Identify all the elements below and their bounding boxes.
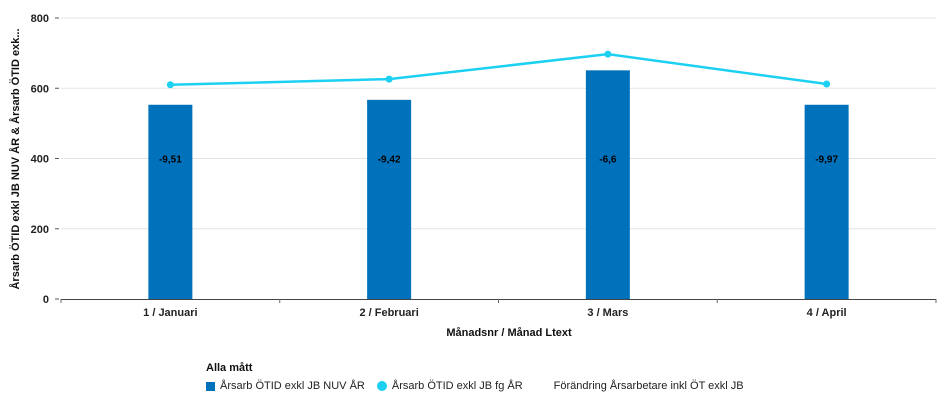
data-label: -9,97 (815, 155, 838, 166)
y-tick-label: 0 (43, 294, 49, 306)
y-tick-label: 800 (31, 13, 49, 25)
bar[interactable] (367, 99, 412, 299)
bar-series (148, 70, 849, 300)
legend-item-fg-ar[interactable]: Årsarb ÖTID exkl JB fg ÅR (376, 380, 523, 392)
data-label: -9,42 (378, 155, 401, 166)
x-tick-label: 1 / Januari (143, 307, 197, 319)
y-tick-label: 600 (31, 83, 49, 95)
legend-row: Årsarb ÖTID exkl JB NUV ÅR Årsarb ÖTID e… (206, 380, 756, 392)
legend-label: Årsarb ÖTID exkl JB NUV ÅR (220, 380, 365, 392)
line-point[interactable] (385, 75, 393, 83)
line-series (166, 50, 831, 89)
x-axis: 1 / Januari 2 / Februari 3 / Mars 4 / April (60, 299, 937, 319)
legend-label: Förändring Årsarbetare inkl ÖT exkl JB (553, 380, 744, 392)
y-tick-label: 200 (31, 224, 49, 236)
data-label: -6,6 (599, 155, 617, 166)
gridlines (61, 17, 936, 230)
square-swatch-icon (206, 381, 215, 391)
line-point[interactable] (823, 80, 831, 88)
legend: Alla mått Årsarb ÖTID exkl JB NUV ÅR Års… (206, 362, 756, 392)
legend-title: Alla mått (206, 362, 253, 374)
x-tick-label: 2 / Februari (359, 307, 418, 319)
x-tick-label: 4 / April (807, 307, 847, 319)
y-axis-ticks: 0 200 400 600 800 (31, 13, 59, 306)
legend-item-nuv-ar[interactable]: Årsarb ÖTID exkl JB NUV ÅR (206, 380, 365, 392)
y-axis-title: Årsarb ÖTID exkl JB NUV ÅR & Årsarb ÖTID… (9, 28, 22, 289)
x-tick-label: 3 / Mars (587, 307, 628, 319)
series-line (170, 52, 827, 86)
combo-chart: 0 200 400 600 800 1 / Januari 2 / Februari 3 /… (9, 13, 937, 339)
x-axis-title: Månadsnr / Månad Ltext (446, 327, 572, 339)
circle-swatch-icon (376, 381, 387, 391)
blank-swatch-icon (535, 382, 549, 391)
line-point[interactable] (604, 50, 612, 58)
legend-item-forandring[interactable]: Förändring Årsarbetare inkl ÖT exkl JB (535, 380, 744, 392)
data-labels: -9,51 -9,42 -6,6 -9,97 (159, 155, 838, 166)
bar[interactable] (148, 104, 193, 299)
data-label: -9,51 (159, 155, 182, 166)
bar[interactable] (804, 104, 849, 299)
legend-label: Årsarb ÖTID exkl JB fg ÅR (391, 380, 523, 392)
line-point[interactable] (166, 81, 174, 89)
y-tick-label: 400 (31, 154, 49, 166)
bar[interactable] (585, 70, 630, 300)
